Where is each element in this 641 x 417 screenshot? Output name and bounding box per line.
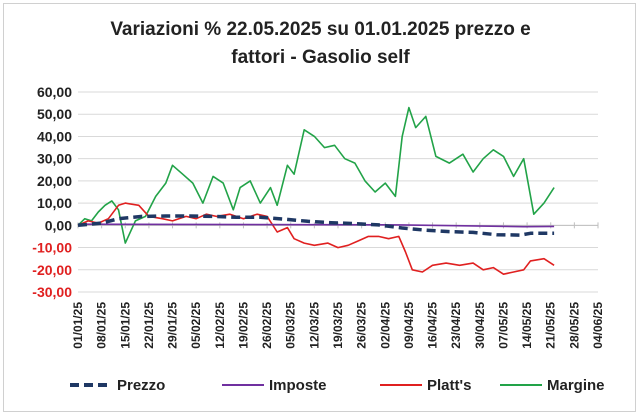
x-tick-label: 19/02/25: [236, 302, 250, 349]
series-line-imposte: [77, 223, 555, 228]
x-tick-label: 05/03/25: [284, 302, 298, 349]
legend-label-prezzo: Prezzo: [117, 377, 165, 394]
x-tick-label: 12/03/25: [307, 302, 321, 349]
x-tick-label: 09/04/25: [402, 302, 416, 349]
y-tick-label: 20,00: [37, 173, 72, 189]
x-tick-label: 05/02/25: [189, 302, 203, 349]
series-line-prezzo: [77, 214, 555, 237]
chart-title-line-1: Variazioni % 22.05.2025 su 01.01.2025 pr…: [110, 19, 531, 40]
legend-label-platts: Platt's: [427, 377, 471, 394]
y-tick-label: 40,00: [37, 128, 72, 144]
x-tick-label: 15/01/25: [118, 302, 132, 349]
x-tick-label: 29/01/25: [166, 302, 180, 349]
x-tick-label: 12/02/25: [213, 302, 227, 349]
x-tick-label: 22/01/25: [142, 302, 156, 349]
x-axis-ticks: 01/01/25 08/01/25 15/01/25 22/01/25 29/01/25…: [71, 302, 605, 349]
x-tick-label: 28/05/25: [567, 302, 581, 349]
legend-label-margine: Margine: [547, 377, 605, 394]
y-tick-label: 10,00: [37, 195, 72, 211]
y-tick-label: -10,00: [32, 240, 72, 256]
y-tick-label: 30,00: [37, 151, 72, 167]
y-tick-label: 60,00: [37, 84, 72, 100]
y-tick-label: -20,00: [32, 262, 72, 278]
x-tick-label: 08/01/25: [95, 302, 109, 349]
x-tick-label: 21/05/25: [544, 302, 558, 349]
series-lines: [77, 106, 555, 276]
x-tick-label: 02/04/25: [378, 302, 392, 349]
x-tick-label: 30/04/25: [473, 302, 487, 349]
x-tick-label: 04/06/25: [591, 302, 605, 349]
x-tick-label: 26/02/25: [260, 302, 274, 349]
y-tick-label: 50,00: [37, 106, 72, 122]
chart-title: Variazioni % 22.05.2025 su 01.01.2025 pr…: [0, 16, 641, 72]
legend-label-imposte: Imposte: [269, 377, 327, 394]
y-tick-label: 0,00: [45, 217, 72, 233]
x-tick-label: 23/04/25: [449, 302, 463, 349]
x-tick-label: 07/05/25: [496, 302, 510, 349]
x-tick-label: 26/03/25: [355, 302, 369, 349]
series-line-margine: [77, 106, 555, 244]
series-line-platts: [77, 202, 555, 276]
y-axis-ticks: 60,00 50,00 40,00 30,00 20,00 10,00 0,00 -10,00…: [32, 84, 72, 300]
x-tick-label: 16/04/25: [426, 302, 440, 349]
legend: Prezzo Imposte Platt's Margine: [70, 377, 605, 394]
x-tick-label: 14/05/25: [520, 302, 534, 349]
chart-frame: [3, 3, 636, 412]
y-tick-label: -30,00: [32, 284, 72, 300]
x-tick-label: 01/01/25: [71, 302, 85, 349]
x-tick-label: 19/03/25: [331, 302, 345, 349]
chart-title-line-2: fattori - Gasolio self: [231, 47, 410, 68]
grid-lines: [77, 91, 599, 293]
